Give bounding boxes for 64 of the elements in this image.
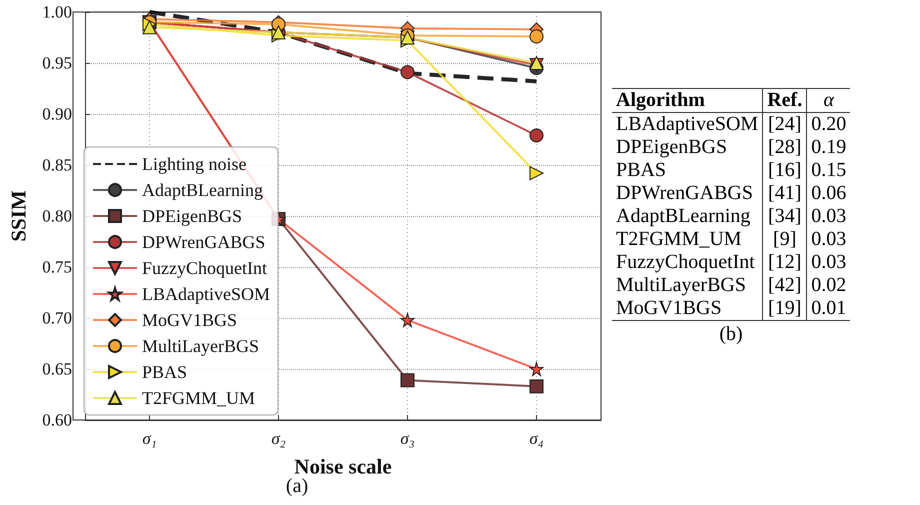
y-tick-label: 0.60	[42, 410, 72, 430]
text: [34]	[762, 205, 807, 228]
point	[400, 313, 414, 328]
text: [16]	[762, 159, 807, 182]
legend-label: MultiLayerBGS	[142, 336, 259, 356]
text: 0.01	[806, 297, 850, 320]
x-tick-label: σ₁	[142, 429, 157, 448]
legend-label: DPWrenGABGS	[142, 232, 266, 252]
text: MultiLayerBGS	[615, 274, 747, 297]
x-tick-label: σ₄	[529, 429, 544, 448]
text: 0.03	[806, 251, 850, 274]
text: 0.02	[806, 274, 850, 297]
text: AdaptBLearning	[615, 205, 752, 228]
point	[530, 128, 544, 142]
y-tick-label: 0.80	[42, 206, 72, 226]
y-axis-title: SSIM	[6, 190, 30, 242]
y-tick-label: 0.75	[42, 258, 72, 276]
text: [9]	[762, 228, 807, 251]
y-tick-label: 1.00	[42, 2, 72, 22]
point	[530, 166, 544, 180]
legend-label: LBAdaptiveSOM	[142, 284, 270, 304]
text: T2FGMM_UM	[615, 228, 743, 251]
text: 0.19	[806, 136, 850, 159]
text: [12]	[762, 251, 807, 274]
text: LBAdaptiveSOM	[615, 112, 760, 136]
text: MoGV1BGS	[615, 297, 723, 320]
text: (b)	[718, 323, 744, 346]
point	[530, 379, 544, 394]
y-tick-label: 0.90	[42, 104, 72, 124]
text: [42]	[762, 274, 807, 297]
y-tick-label: 0.95	[42, 54, 72, 72]
y-tick-label: 0.85	[42, 156, 72, 174]
text: Ref.	[762, 88, 807, 112]
text: PBAS	[615, 159, 668, 182]
legend-label: DPEigenBGS	[142, 206, 242, 226]
text: 0.03	[806, 228, 850, 251]
text: 0.20	[806, 112, 850, 136]
text: 0.03	[806, 205, 850, 228]
legend-label: MoGV1BGS	[142, 310, 238, 330]
legend-label: AdaptBLearning	[142, 180, 263, 200]
text: α	[806, 88, 850, 112]
x-tick-label: σ₂	[271, 429, 286, 448]
text: 0.06	[806, 182, 850, 205]
point	[530, 362, 544, 376]
text: FuzzyChoquetInt	[615, 251, 756, 274]
point	[400, 65, 414, 80]
text: [28]	[762, 136, 807, 159]
text: [41]	[762, 182, 807, 205]
legend-label: FuzzyChoquetInt	[142, 258, 267, 278]
text: DPWrenGABGS	[615, 182, 754, 205]
text: [19]	[762, 297, 807, 320]
legend-label: Lighting noise	[142, 154, 247, 174]
point	[400, 373, 414, 388]
point	[530, 29, 544, 44]
text: DPEigenBGS	[615, 136, 728, 159]
legend-label: PBAS	[142, 362, 188, 382]
point	[142, 20, 156, 34]
y-tick-label: 0.65	[42, 360, 72, 378]
text: 0.15	[806, 159, 850, 182]
legend-label: T2FGMM_UM	[142, 388, 256, 408]
x-tick-label: σ₃	[400, 429, 415, 448]
text: [24]	[762, 112, 807, 136]
text: Algorithm	[612, 88, 763, 112]
y-tick-label: 0.70	[42, 308, 72, 328]
